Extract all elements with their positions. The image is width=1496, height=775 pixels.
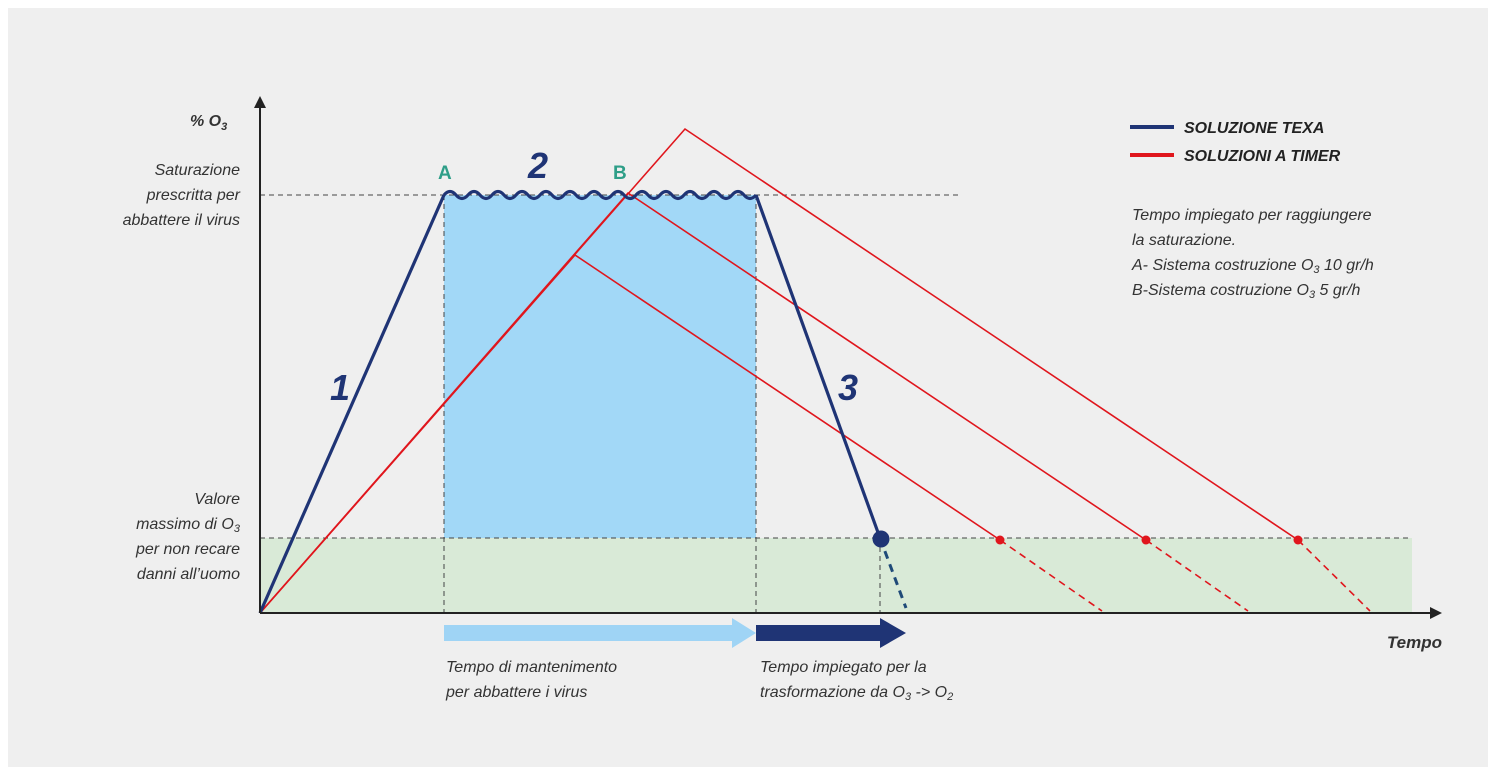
timer-end-dot-3	[1293, 535, 1303, 545]
svg-text:per non recare: per non recare	[135, 541, 240, 558]
timer-end-dot-2	[1141, 535, 1151, 545]
point-a-label: A	[438, 163, 452, 184]
max-safe-label: Valore massimo di O3 per non recare dann…	[135, 491, 241, 583]
svg-text:danni all’uomo: danni all’uomo	[137, 566, 240, 583]
timer-end-dot-1	[995, 535, 1005, 545]
texa-end-dot	[872, 530, 890, 548]
texa-ramp-up	[258, 194, 446, 614]
svg-text:trasformazione da O3 -> O2: trasformazione da O3 -> O2	[760, 684, 953, 703]
svg-text:abbattere il virus: abbattere il virus	[123, 212, 240, 229]
texa-plateau	[442, 189, 758, 201]
texa-tail	[878, 537, 908, 609]
svg-text:Tempo impiegato per la: Tempo impiegato per la	[760, 659, 927, 676]
maintenance-arrow	[444, 618, 756, 648]
y-axis-label: % O3	[190, 113, 227, 133]
point-b-label: B	[613, 163, 627, 184]
svg-text:prescritta per: prescritta per	[146, 187, 241, 204]
timer-curve-1-tail	[999, 539, 1103, 612]
svg-text:Valore: Valore	[194, 491, 240, 508]
transformation-label: Tempo impiegato per la trasformazione da…	[760, 659, 953, 703]
saturation-label: Saturazione prescritta per abbattere il …	[123, 162, 241, 229]
transformation-arrow	[756, 618, 906, 648]
safe-band	[260, 538, 1412, 613]
legend-texa-label: SOLUZIONE TEXA	[1184, 120, 1324, 137]
maintenance-area	[444, 195, 756, 538]
svg-text:Tempo di mantenimento: Tempo di mantenimento	[446, 659, 617, 676]
texa-ramp-down	[754, 194, 882, 539]
svg-text:A- Sistema costruzione O3 10 g: A- Sistema costruzione O3 10 gr/h	[1131, 257, 1374, 276]
maintenance-label: Tempo di mantenimento per abbattere i vi…	[445, 659, 617, 701]
phase-2-label: 2	[527, 145, 548, 186]
timer-curve-3	[259, 127, 1299, 614]
svg-text:B-Sistema costruzione O3 5 gr/: B-Sistema costruzione O3 5 gr/h	[1132, 282, 1361, 301]
svg-text:Tempo impiegato per raggiunger: Tempo impiegato per raggiungere	[1132, 207, 1372, 224]
legend-timer-label: SOLUZIONI A TIMER	[1184, 148, 1341, 165]
diagram-canvas: % O3 Tempo Saturazione prescritta per ab…	[8, 8, 1488, 767]
timer-curves	[259, 127, 1371, 614]
svg-text:massimo di O3: massimo di O3	[136, 516, 241, 535]
timer-curve-2-tail	[1145, 539, 1249, 612]
svg-text:Saturazione: Saturazione	[155, 162, 240, 179]
svg-text:per abbattere i virus: per abbattere i virus	[445, 684, 587, 701]
texa-curve	[258, 189, 882, 614]
saturation-time-note: Tempo impiegato per raggiungere la satur…	[1131, 207, 1374, 301]
ozone-diagram: % O3 Tempo Saturazione prescritta per ab…	[123, 96, 1442, 703]
phase-3-label: 3	[838, 367, 858, 408]
svg-text:la saturazione.: la saturazione.	[1132, 232, 1236, 249]
phase-1-label: 1	[330, 367, 350, 408]
legend: SOLUZIONE TEXA SOLUZIONI A TIMER	[1130, 120, 1341, 165]
timer-curve-3-tail	[1297, 539, 1371, 612]
x-axis-label: Tempo	[1387, 633, 1442, 652]
